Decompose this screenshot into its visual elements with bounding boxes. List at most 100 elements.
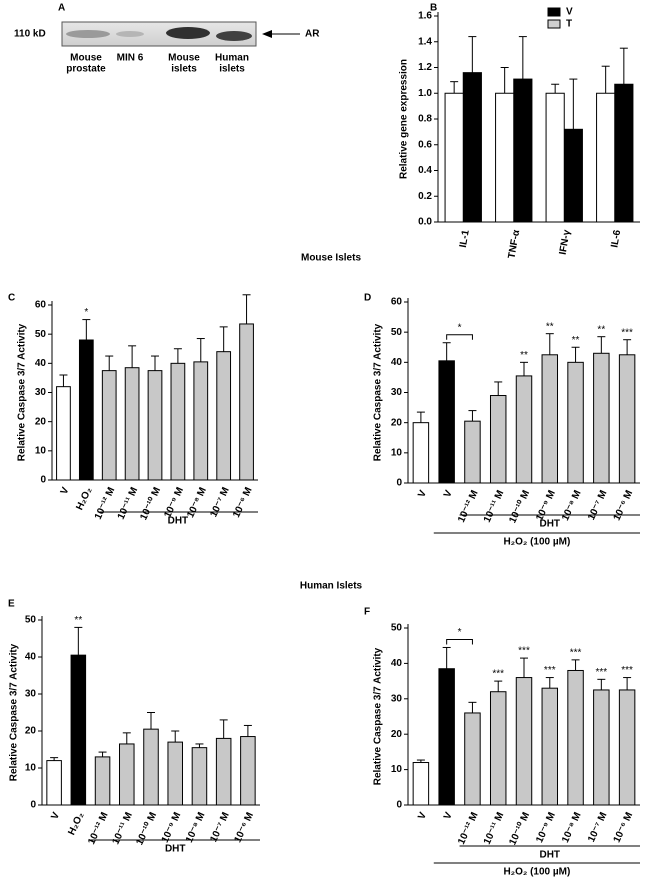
blot-band (66, 30, 110, 38)
group-label: H₂O₂ (100 µM) (503, 867, 570, 878)
x-tick-label: 10⁻¹² M (86, 811, 110, 847)
x-tick-label: IL-6 (609, 229, 623, 249)
y-tick-label: 0 (30, 800, 36, 811)
y-tick-label: 1.6 (418, 11, 432, 22)
panel-label: B (430, 3, 437, 14)
bar (56, 386, 71, 481)
y-tick-label: 30 (391, 387, 403, 398)
legend-label: V (566, 7, 573, 18)
x-tick-label: H₂O₂ (74, 486, 94, 512)
y-tick-label: 50 (391, 623, 403, 634)
bar (193, 361, 209, 481)
y-tick-label: 30 (35, 387, 47, 398)
bar (495, 92, 515, 223)
x-tick-label: V (442, 488, 455, 499)
bar (239, 323, 254, 481)
panel-label: C (8, 293, 15, 304)
lane-label: islets (171, 64, 197, 75)
panel-label: D (364, 293, 371, 304)
y-axis-label: Relative Caspase 3/7 Activity (17, 323, 28, 461)
x-tick-label: 10⁻⁸ M (560, 811, 584, 845)
x-tick-label: 10⁻⁹ M (534, 489, 558, 523)
x-tick-label: 10⁻⁹ M (534, 811, 558, 845)
significance-label: *** (492, 669, 504, 680)
x-tick-label: 10⁻⁶ M (231, 486, 255, 520)
legend-swatch (547, 7, 561, 17)
bar (412, 422, 430, 484)
significance-label: *** (544, 665, 556, 676)
bar (593, 352, 610, 484)
y-tick-label: 20 (25, 726, 37, 737)
bar (119, 743, 135, 806)
x-tick-label: 10⁻⁷ M (208, 486, 231, 519)
y-axis-label: Relative Caspase 3/7 Activity (9, 643, 20, 781)
significance-label: ** (572, 335, 580, 346)
bar (70, 654, 87, 806)
y-tick-label: 0.6 (418, 139, 432, 150)
bar (167, 741, 183, 806)
bar (489, 395, 507, 484)
lane-label: Human (215, 53, 249, 64)
bar (513, 78, 533, 223)
x-tick-label: TNF-α (506, 228, 522, 259)
panel-label: E (8, 599, 15, 610)
y-tick-label: 60 (391, 297, 403, 308)
bar (170, 362, 186, 481)
y-tick-label: 0 (396, 478, 402, 489)
bar (78, 339, 94, 481)
x-tick-label: V (49, 810, 62, 821)
bar (541, 354, 559, 484)
lane-label: Mouse (168, 53, 200, 64)
bar (143, 728, 159, 806)
y-tick-label: 0.8 (418, 114, 432, 125)
x-tick-label: 10⁻¹² M (456, 489, 480, 525)
bar (541, 687, 559, 806)
bar (593, 689, 610, 806)
arrow-head (262, 30, 272, 38)
x-tick-label: 10⁻⁸ M (185, 486, 209, 520)
bar (462, 72, 482, 223)
bar (515, 375, 533, 484)
bar (489, 691, 507, 806)
significance-label: *** (621, 665, 633, 676)
group-label: H₂O₂ (100 µM) (503, 537, 570, 548)
bar (567, 361, 584, 484)
y-tick-label: 10 (391, 764, 403, 775)
bar (464, 420, 481, 484)
bar (614, 83, 634, 223)
section-title: Mouse Islets (301, 253, 361, 264)
y-tick-label: 20 (35, 416, 47, 427)
bar (596, 92, 616, 223)
bar (240, 736, 256, 806)
x-tick-label: V (416, 488, 429, 499)
x-tick-label: 10⁻⁶ M (232, 811, 256, 845)
bar (618, 689, 636, 806)
bar (124, 367, 140, 481)
y-axis-label: Relative gene expression (399, 59, 410, 179)
y-tick-label: 50 (391, 327, 403, 338)
x-tick-label: 10⁻¹¹ M (110, 811, 134, 847)
x-tick-label: 10⁻¹¹ M (116, 486, 140, 522)
group-label: DHT (539, 519, 560, 530)
y-tick-label: 30 (391, 693, 403, 704)
group-label: DHT (168, 516, 189, 527)
x-tick-label: 10⁻⁷ M (586, 811, 609, 844)
x-tick-label: V (442, 810, 455, 821)
x-tick-label: V (416, 810, 429, 821)
bar (464, 712, 481, 806)
y-tick-label: 10 (35, 445, 47, 456)
significance-label: ** (546, 321, 554, 332)
bracket (446, 334, 473, 340)
significance-label: *** (621, 327, 633, 338)
x-tick-label: IFN-γ (558, 229, 573, 256)
lane-label: MIN 6 (117, 53, 144, 64)
x-tick-label: 10⁻⁷ M (586, 489, 609, 522)
lane-label: prostate (66, 64, 106, 75)
bar (147, 370, 163, 481)
y-tick-label: 1.2 (418, 62, 432, 73)
bracket-label: * (458, 627, 462, 638)
significance-label: *** (570, 648, 582, 659)
x-tick-label: 10⁻¹⁰ M (138, 486, 163, 522)
lane-label: islets (219, 64, 245, 75)
x-tick-label: V (59, 485, 72, 496)
